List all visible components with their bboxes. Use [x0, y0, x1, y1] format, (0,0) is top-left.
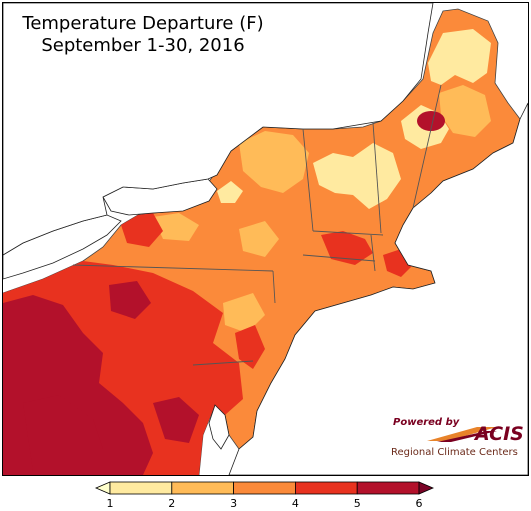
legend-arrow-below: [94, 481, 111, 495]
legend-arrow-above: [418, 481, 435, 495]
zone-4-5-mass: [321, 231, 373, 265]
zone-2-3-catskills: [239, 221, 279, 257]
zone-5-6-central-pa: [109, 281, 151, 319]
acis-swoosh-icon: [427, 427, 497, 442]
zone-5-6-wv: [23, 395, 103, 471]
legend-bin-1-2: [109, 481, 173, 495]
state-borders: [72, 84, 442, 366]
map-title: Temperature Departure (F): [22, 13, 264, 34]
legend-bin-5-6: [356, 481, 420, 495]
zone-1-2-vermont-nh: [313, 143, 401, 209]
zone-4-5-lake-ontario: [121, 213, 163, 247]
chesapeake-bay: [208, 404, 230, 450]
legend-bin-4-5: [294, 481, 358, 495]
acis-brand: ACIS: [475, 423, 524, 445]
powered-by-label: Powered by: [393, 417, 460, 428]
acis-credit-logo: Powered by ACIS Regional Climate Centers: [387, 417, 524, 461]
legend-tick-label: 1: [107, 497, 114, 510]
color-legend: 1 2 3 4 5 6: [94, 481, 435, 510]
rcc-label: Regional Climate Centers: [391, 447, 518, 458]
legend-tick-label: 5: [354, 497, 361, 510]
zone-5-6-maine-spot: [417, 111, 445, 131]
canada-land: [3, 3, 434, 256]
map-subtitle: September 1-30, 2016: [41, 35, 245, 56]
legend-tick-label: 3: [230, 497, 237, 510]
zone-2-3-maine-north: [439, 85, 491, 137]
zone-2-3-nj: [223, 293, 265, 333]
legend-tick-label: 4: [292, 497, 299, 510]
zone-5-6-maryland: [153, 397, 199, 443]
legend-bin-2-3: [171, 481, 235, 495]
zone-1-2-maine: [428, 29, 491, 85]
zone-2-3-central-ny: [153, 213, 199, 241]
map-frame: Temperature Departure (F) September 1-30…: [2, 2, 529, 476]
zone-2-3-adirondacks: [239, 131, 309, 193]
atlantic-ocean: [228, 102, 528, 475]
legend-tick-label: 6: [416, 497, 423, 510]
legend-tick-label: 2: [168, 497, 175, 510]
map-canvas: [3, 3, 528, 475]
legend-bin-3-4: [233, 481, 296, 495]
zone-1-2-western-ny: [217, 181, 243, 203]
zone-4-5-nj-south: [235, 325, 265, 369]
